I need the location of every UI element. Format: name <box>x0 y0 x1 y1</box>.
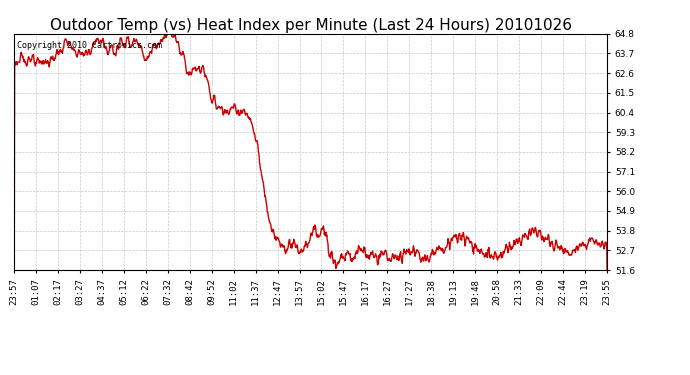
Title: Outdoor Temp (vs) Heat Index per Minute (Last 24 Hours) 20101026: Outdoor Temp (vs) Heat Index per Minute … <box>50 18 571 33</box>
Text: Copyright 2010 Cartronics.com: Copyright 2010 Cartronics.com <box>17 41 161 50</box>
